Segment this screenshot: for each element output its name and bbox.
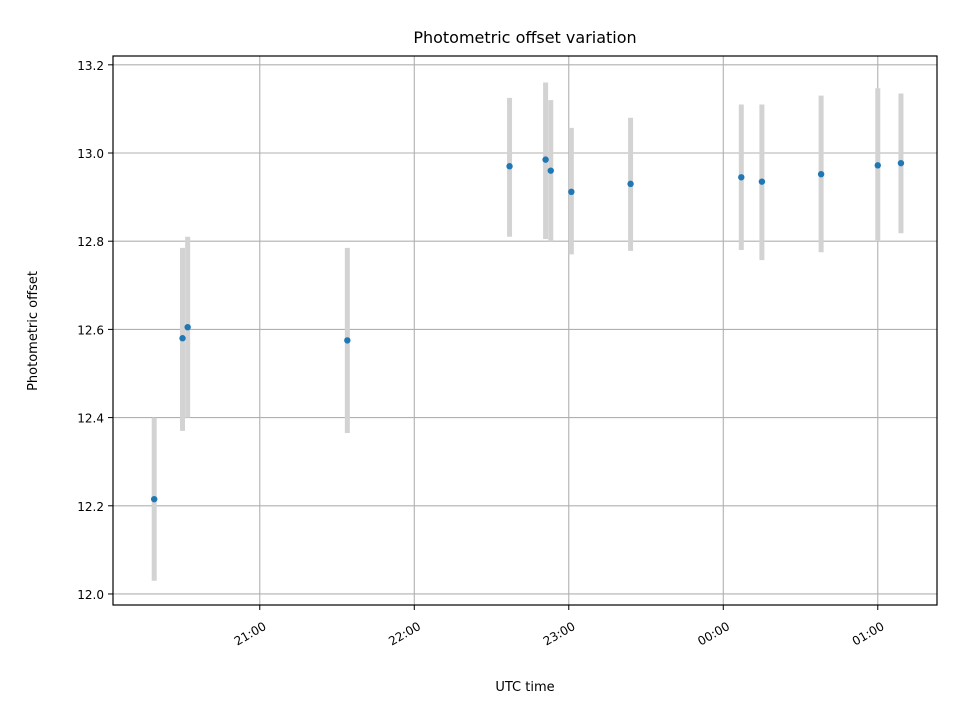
data-point bbox=[547, 167, 554, 174]
x-axis-label: UTC time bbox=[495, 680, 554, 695]
y-tick-label: 12.2 bbox=[77, 500, 104, 514]
data-point bbox=[738, 174, 745, 181]
y-axis-ticks: 12.0 12.2 12.4 12.6 12.8 13.0 13.2 bbox=[77, 59, 113, 602]
y-tick-label: 13.0 bbox=[77, 147, 104, 161]
data-point bbox=[184, 323, 191, 331]
plot-frame bbox=[112, 55, 938, 606]
data-point bbox=[506, 163, 513, 170]
data-point bbox=[758, 178, 766, 185]
y-axis-label: Photometric offset bbox=[26, 271, 41, 391]
data-point bbox=[817, 170, 825, 178]
y-tick-label: 12.8 bbox=[77, 235, 104, 249]
data-point bbox=[627, 180, 634, 188]
data-point bbox=[179, 335, 186, 342]
y-tick-label: 12.4 bbox=[77, 412, 104, 426]
data-point bbox=[151, 495, 158, 503]
data-point bbox=[344, 337, 351, 344]
data-point bbox=[897, 159, 905, 167]
data-point bbox=[568, 188, 575, 196]
y-tick-label: 12.0 bbox=[77, 588, 104, 602]
data-point bbox=[542, 156, 549, 163]
data-points bbox=[151, 156, 905, 503]
chart-title: Photometric offset variation bbox=[413, 28, 636, 47]
data-point bbox=[874, 162, 881, 169]
y-tick-label: 12.6 bbox=[77, 323, 104, 337]
grid bbox=[113, 56, 937, 605]
y-tick-label: 13.2 bbox=[77, 59, 104, 73]
